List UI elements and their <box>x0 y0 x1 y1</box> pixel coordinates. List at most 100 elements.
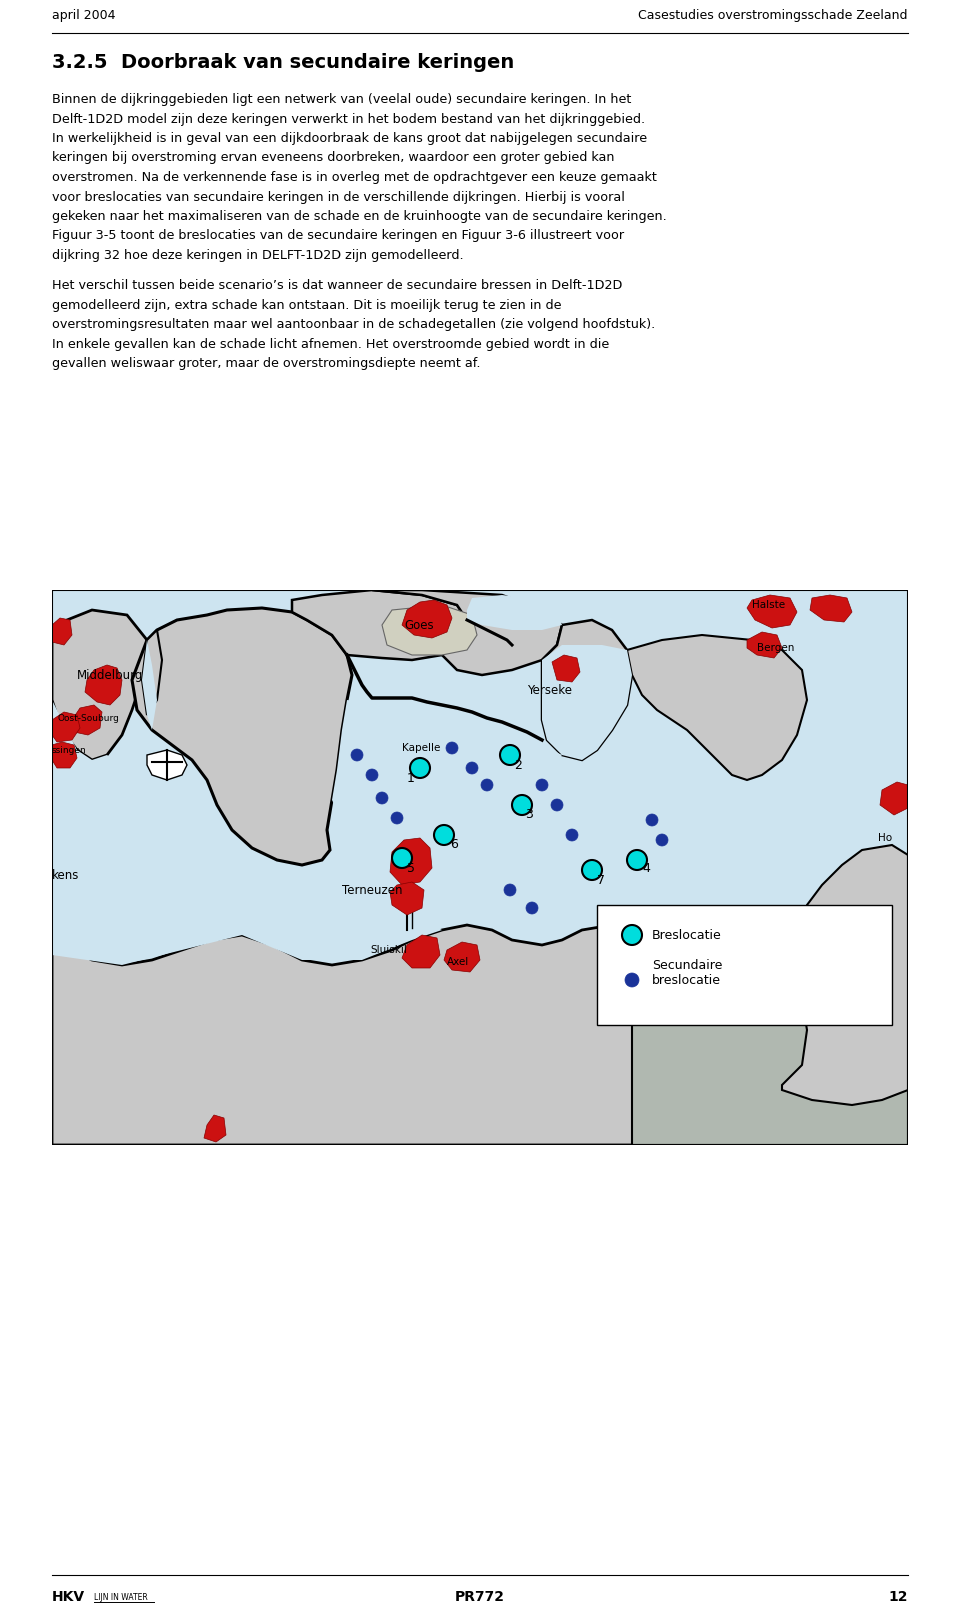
Text: Figuur 3-5: Figuur 3-5 <box>52 1117 119 1130</box>
Circle shape <box>504 884 516 896</box>
Text: Halste: Halste <box>752 600 785 610</box>
Text: 12: 12 <box>889 1590 908 1604</box>
Text: Figuur 3-5 toont de breslocaties van de secundaire keringen en Figuur 3-6 illust: Figuur 3-5 toont de breslocaties van de … <box>52 230 624 243</box>
Polygon shape <box>52 920 908 1145</box>
Text: Kapelle: Kapelle <box>402 742 441 754</box>
Polygon shape <box>142 640 157 729</box>
Polygon shape <box>132 608 352 865</box>
Text: Binnen de dijkringgebieden ligt een netwerk van (veelal oude) secundaire keringe: Binnen de dijkringgebieden ligt een netw… <box>52 94 632 107</box>
Polygon shape <box>52 590 908 1145</box>
Text: april 2004: april 2004 <box>52 8 115 21</box>
Polygon shape <box>552 655 580 682</box>
Polygon shape <box>390 881 424 915</box>
Circle shape <box>625 973 639 986</box>
Text: Secundaire
breslocatie: Secundaire breslocatie <box>652 959 722 986</box>
Text: 2: 2 <box>514 758 522 771</box>
Circle shape <box>392 847 412 868</box>
Polygon shape <box>782 846 908 1104</box>
Text: Bergen: Bergen <box>757 644 794 653</box>
Polygon shape <box>52 742 77 768</box>
Polygon shape <box>467 595 562 631</box>
Circle shape <box>656 834 668 846</box>
Text: ssingen: ssingen <box>52 745 86 755</box>
Polygon shape <box>402 935 440 969</box>
Text: 1: 1 <box>407 771 415 784</box>
Polygon shape <box>204 1116 226 1142</box>
Circle shape <box>500 745 520 765</box>
Text: 3: 3 <box>525 807 533 820</box>
Circle shape <box>526 902 538 914</box>
Polygon shape <box>747 632 782 658</box>
Text: 7: 7 <box>597 873 605 886</box>
Circle shape <box>434 825 454 846</box>
Polygon shape <box>52 610 147 760</box>
Polygon shape <box>332 645 632 825</box>
Text: Casestudies overstromingsschade Zeeland: Casestudies overstromingsschade Zeeland <box>638 8 908 21</box>
Circle shape <box>566 830 578 841</box>
Polygon shape <box>810 595 852 623</box>
Polygon shape <box>632 925 908 1145</box>
Text: gekeken naar het maximaliseren van de schade en de kruinhoogte van de secundaire: gekeken naar het maximaliseren van de sc… <box>52 210 667 223</box>
Bar <box>597 906 892 1025</box>
Circle shape <box>512 796 532 815</box>
Polygon shape <box>52 700 442 965</box>
Text: Axel: Axel <box>447 957 469 967</box>
Text: voor breslocaties van secundaire keringen in de verschillende dijkringen. Hierbi: voor breslocaties van secundaire keringe… <box>52 191 625 204</box>
Polygon shape <box>52 1090 908 1145</box>
Polygon shape <box>402 600 452 639</box>
Text: PR772: PR772 <box>455 1590 505 1604</box>
Polygon shape <box>444 943 480 972</box>
Circle shape <box>481 779 493 791</box>
Circle shape <box>351 749 363 762</box>
Circle shape <box>622 925 642 944</box>
Polygon shape <box>372 590 562 674</box>
Circle shape <box>410 758 430 778</box>
Text: keringen bij overstroming ervan eveneens doorbreken, waardoor een groter gebied : keringen bij overstroming ervan eveneens… <box>52 152 614 165</box>
Polygon shape <box>85 665 122 705</box>
Circle shape <box>391 812 403 825</box>
Text: Goes: Goes <box>404 618 434 632</box>
Polygon shape <box>147 750 187 779</box>
Polygon shape <box>142 631 162 715</box>
Polygon shape <box>292 590 467 660</box>
Text: Yerseke: Yerseke <box>527 684 572 697</box>
Text: In enkele gevallen kan de schade licht afnemen. Het overstroomde gebied wordt in: In enkele gevallen kan de schade licht a… <box>52 338 610 351</box>
Polygon shape <box>72 705 102 736</box>
Text: Sluiskil: Sluiskil <box>370 944 407 956</box>
Text: Het verschil tussen beide scenario’s is dat wanneer de secundaire bressen in Del: Het verschil tussen beide scenario’s is … <box>52 280 622 293</box>
Polygon shape <box>694 928 732 957</box>
Text: HKV: HKV <box>52 1590 85 1604</box>
Text: 5: 5 <box>407 862 415 875</box>
Polygon shape <box>52 618 72 645</box>
Text: kens: kens <box>52 868 80 881</box>
Text: Primaire en secundaire breslocaties: Primaire en secundaire breslocaties <box>152 1117 389 1130</box>
Text: 3.2.5  Doorbraak van secundaire keringen: 3.2.5 Doorbraak van secundaire keringen <box>52 53 515 73</box>
Polygon shape <box>382 605 477 655</box>
Text: Delft-1D2D model zijn deze keringen verwerkt in het bodem bestand van het dijkri: Delft-1D2D model zijn deze keringen verw… <box>52 113 645 126</box>
Text: Hulst: Hulst <box>680 925 707 935</box>
Text: Middelburg: Middelburg <box>77 668 143 681</box>
Text: In werkelijkheid is in geval van een dijkdoorbraak de kans groot dat nabijgelege: In werkelijkheid is in geval van een dij… <box>52 133 647 146</box>
Text: dijkring 32 hoe deze keringen in DELFT-1D2D zijn gemodelleerd.: dijkring 32 hoe deze keringen in DELFT-1… <box>52 249 464 262</box>
Polygon shape <box>880 783 908 815</box>
Circle shape <box>582 860 602 880</box>
Circle shape <box>466 762 478 775</box>
Text: Oost-Souburg: Oost-Souburg <box>57 713 119 723</box>
Circle shape <box>366 770 378 781</box>
Text: Ho: Ho <box>878 833 892 842</box>
Polygon shape <box>542 619 632 760</box>
Circle shape <box>627 851 647 870</box>
Polygon shape <box>52 711 80 742</box>
Polygon shape <box>390 838 432 884</box>
Circle shape <box>551 799 563 812</box>
Circle shape <box>536 779 548 791</box>
Polygon shape <box>627 635 807 779</box>
Text: Terneuzen: Terneuzen <box>342 883 402 896</box>
Text: 4: 4 <box>642 862 650 875</box>
Text: 6: 6 <box>450 838 458 851</box>
Text: Breslocatie: Breslocatie <box>652 928 722 941</box>
Text: overstromingsresultaten maar wel aantoonbaar in de schadegetallen (zie volgend h: overstromingsresultaten maar wel aantoon… <box>52 319 656 331</box>
Text: overstromen. Na de verkennende fase is in overleg met de opdrachtgever een keuze: overstromen. Na de verkennende fase is i… <box>52 171 657 184</box>
Circle shape <box>376 792 388 804</box>
Text: gemodelleerd zijn, extra schade kan ontstaan. Dit is moeilijk terug te zien in d: gemodelleerd zijn, extra schade kan onts… <box>52 299 562 312</box>
